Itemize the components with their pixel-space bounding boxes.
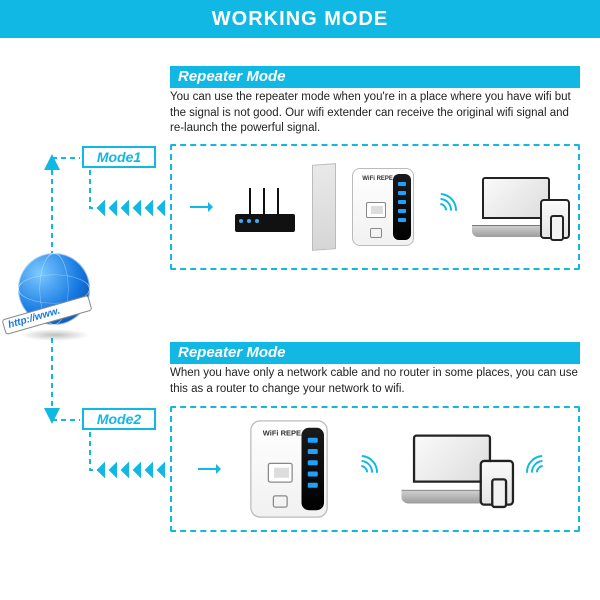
repeater-icon: WiFi REPEATER xyxy=(250,420,328,518)
mode1-title: Repeater Mode xyxy=(170,66,580,88)
wall-icon xyxy=(312,163,336,251)
mode2-desc: When you have only a network cable and n… xyxy=(170,366,580,397)
wifi-icon xyxy=(431,187,455,227)
mode2-box: WiFi REPEATER xyxy=(170,406,580,532)
devices-icon xyxy=(472,177,560,237)
repeater-icon: WiFi REPEATER xyxy=(352,168,414,246)
header-title: WORKING MODE xyxy=(0,0,600,38)
mode1-box: WiFi REPEATER xyxy=(170,144,580,270)
mode1-label: Mode1 xyxy=(82,146,156,168)
arrow-icon xyxy=(190,202,218,212)
wifi-icon xyxy=(528,449,552,489)
globe-icon: http://www. xyxy=(10,253,98,341)
mode2-title: Repeater Mode xyxy=(170,342,580,364)
arrow-icon xyxy=(198,464,226,474)
mode2-label: Mode2 xyxy=(82,408,156,430)
diagram-canvas: http://www. Mode1 Mode2 Repeater Mode Yo… xyxy=(0,38,600,600)
wifi-icon xyxy=(352,449,376,489)
router-icon xyxy=(235,182,295,232)
devices-icon xyxy=(401,435,502,504)
mode1-desc: You can use the repeater mode when you'r… xyxy=(170,90,580,137)
